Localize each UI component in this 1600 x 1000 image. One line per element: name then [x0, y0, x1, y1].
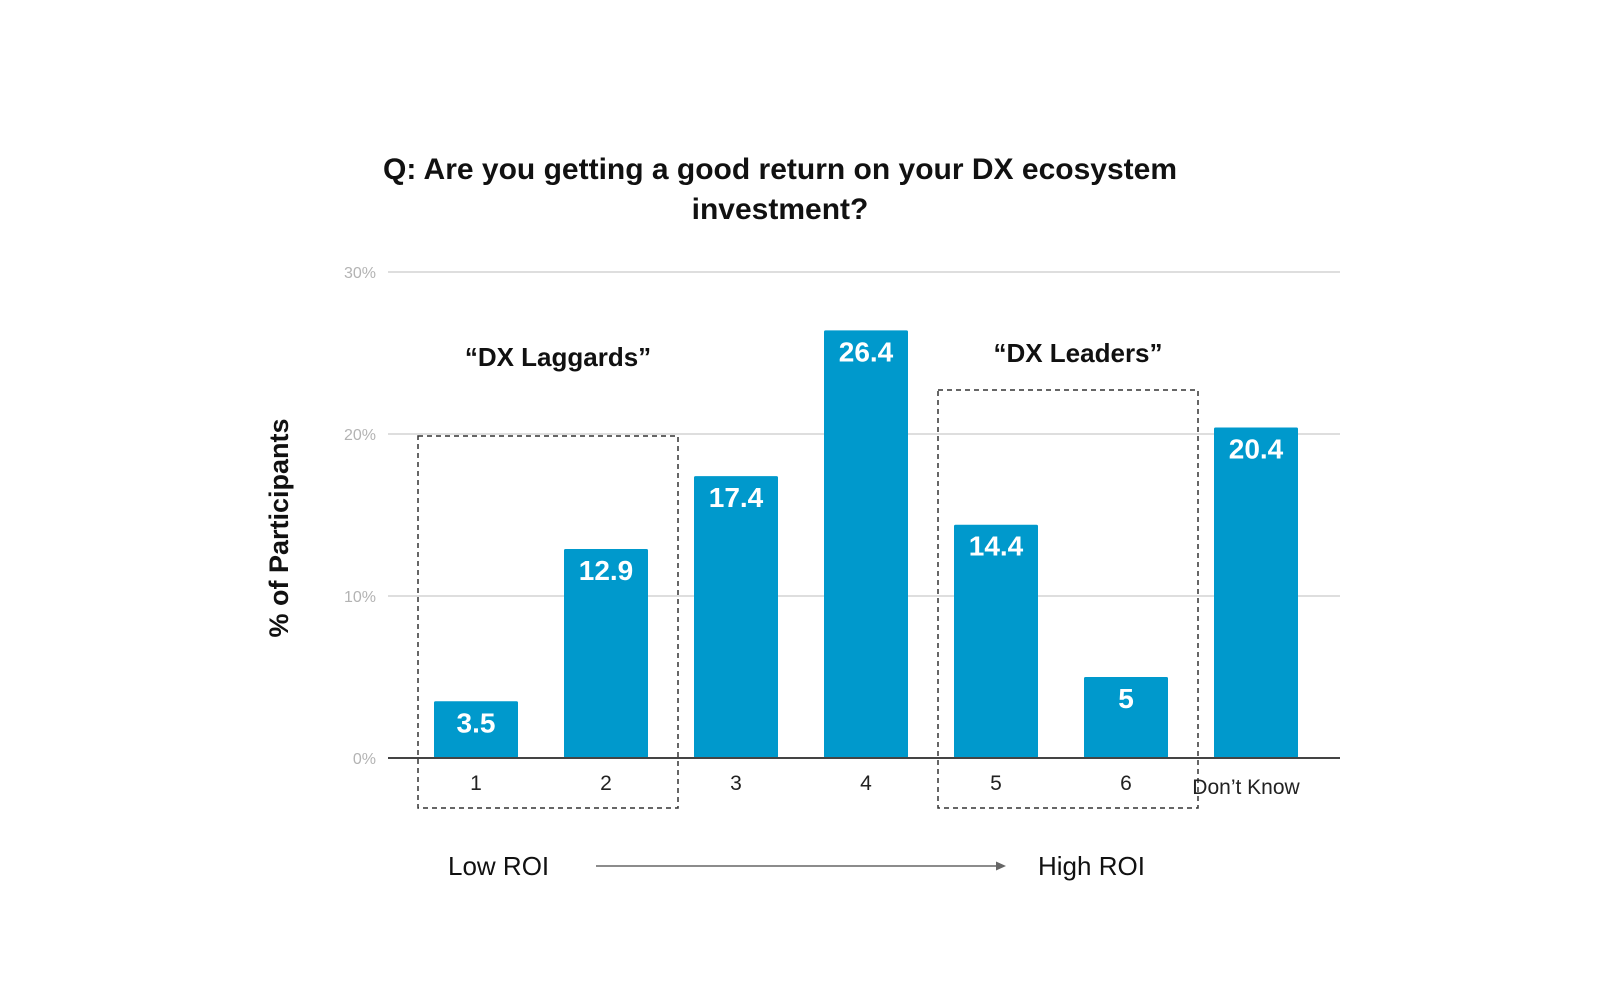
bar-value-label: 17.4 [709, 482, 764, 513]
bar-value-label: 3.5 [457, 707, 496, 738]
bar-3 [694, 476, 778, 758]
y-tick-label: 30% [344, 265, 376, 282]
bar-value-label: 12.9 [579, 555, 634, 586]
x-category-label: 3 [730, 772, 742, 795]
x-category-label: Don’t Know [1192, 776, 1300, 799]
x-axis-labels: 1 2 3 4 5 6 Don’t Know [470, 772, 1300, 799]
bar-value-label: 14.4 [969, 531, 1024, 562]
x-category-label: 2 [600, 772, 612, 795]
bar-1 [434, 701, 518, 758]
roi-arrow-head [996, 861, 1006, 871]
bar-7 [1214, 427, 1298, 758]
x-category-label: 6 [1120, 772, 1132, 795]
y-tick-label: 10% [344, 589, 376, 606]
bar-6 [1084, 677, 1168, 758]
chart-title: Q: Are you getting a good return on your… [383, 153, 1177, 226]
x-category-label: 1 [470, 772, 482, 795]
y-tick-label: 20% [344, 427, 376, 444]
low-roi-label: Low ROI [448, 851, 549, 881]
y-axis-ticks: 0% 10% 20% 30% [344, 265, 376, 768]
y-tick-label: 0% [353, 751, 376, 768]
bar-5 [954, 524, 1038, 758]
group-box-1 [417, 435, 679, 809]
bar-value-label: 20.4 [1229, 434, 1284, 465]
bar-4 [824, 330, 908, 758]
high-roi-label: High ROI [1038, 851, 1145, 881]
group-boxes: “DX Laggards” “DX Leaders” [417, 338, 1199, 809]
group-label: “DX Leaders” [993, 338, 1162, 368]
bars: 3.5 12.9 17.4 26.4 14.4 5 20.4 [434, 330, 1298, 758]
x-category-label: 4 [860, 772, 872, 795]
bar-value-label: 5 [1118, 683, 1134, 714]
group-box-2 [937, 389, 1199, 809]
y-axis-label: % of Participants [264, 418, 294, 637]
x-category-label: 5 [990, 772, 1002, 795]
bar-2 [564, 549, 648, 758]
bar-value-label: 26.4 [839, 336, 894, 367]
group-label: “DX Laggards” [465, 342, 651, 372]
